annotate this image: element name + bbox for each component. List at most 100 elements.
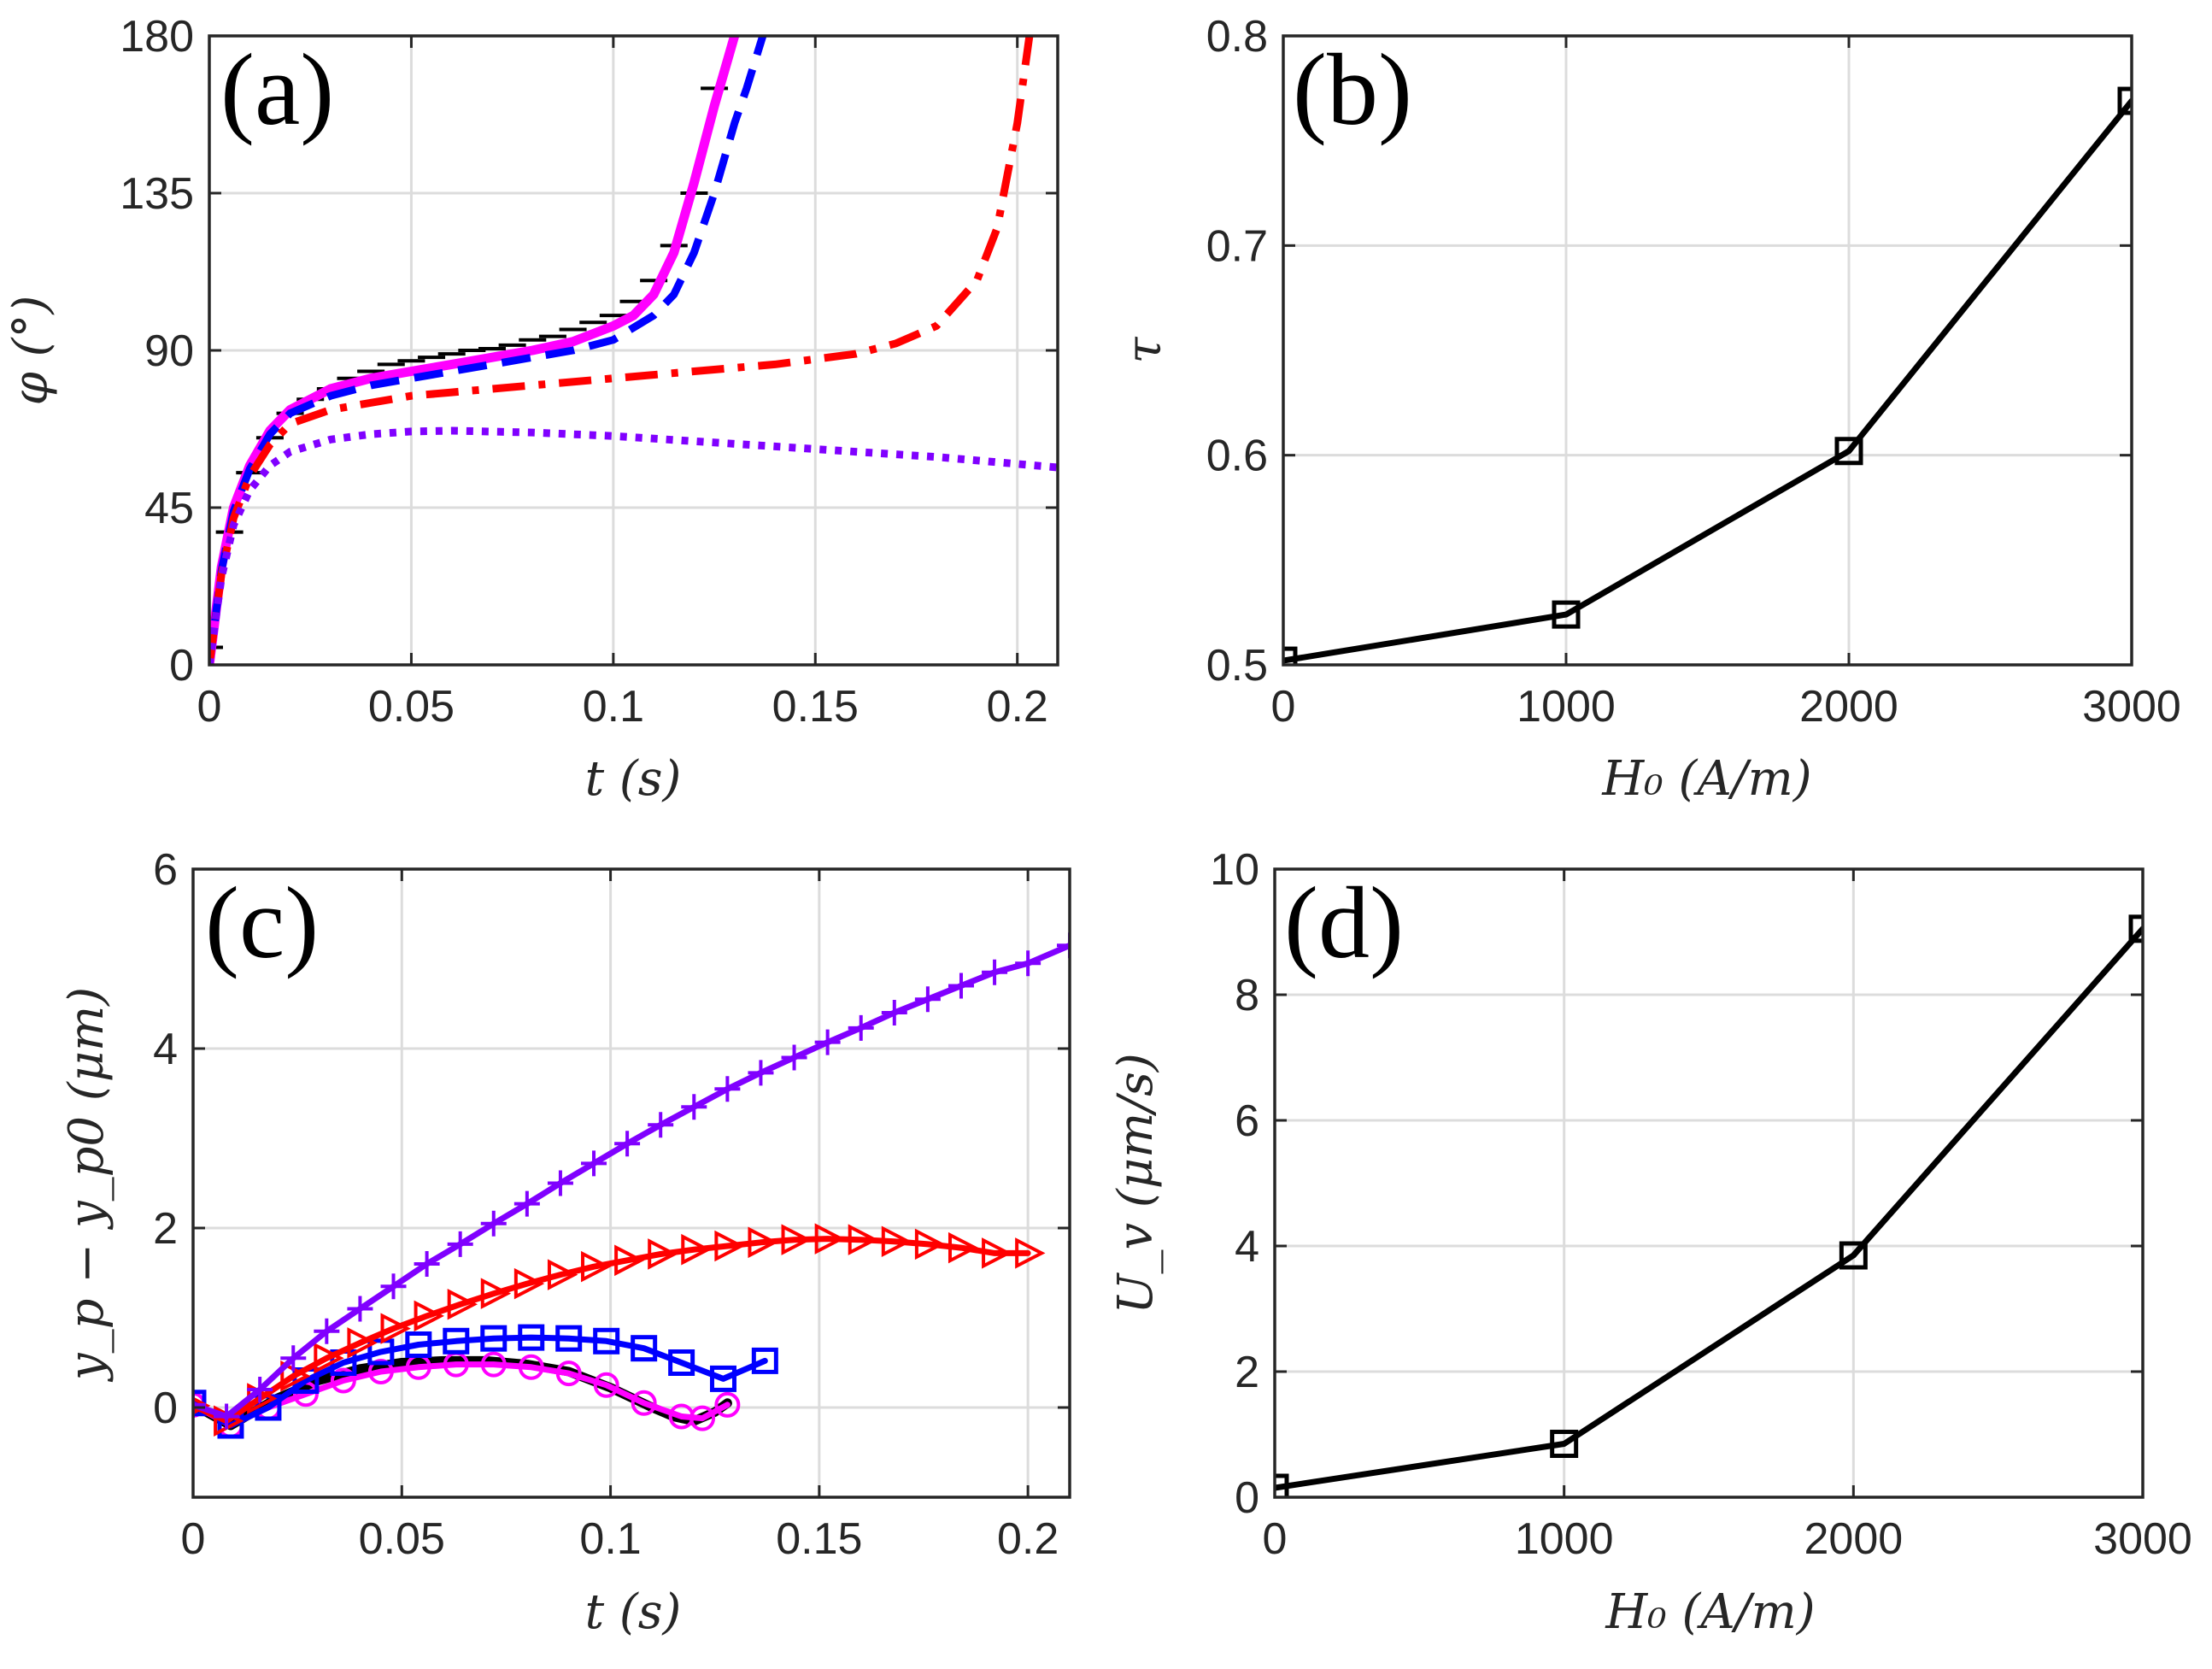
x-tick-label: 0.05 bbox=[359, 1514, 445, 1564]
data-point bbox=[1057, 932, 1070, 959]
plot-area bbox=[1275, 914, 2143, 1497]
data-point bbox=[405, 1331, 432, 1358]
y-tick-label: 45 bbox=[144, 484, 194, 533]
data-point bbox=[814, 1029, 841, 1055]
plot-area bbox=[1283, 86, 2132, 665]
data-point bbox=[1015, 950, 1041, 977]
x-tick-label: 0.2 bbox=[987, 682, 1048, 732]
series-solid bbox=[209, 36, 740, 665]
data-point bbox=[714, 1391, 741, 1418]
x-axis-label: t (s) bbox=[585, 1584, 682, 1640]
plot-area bbox=[209, 36, 1058, 665]
data-point bbox=[518, 1324, 545, 1351]
data-point bbox=[881, 1000, 907, 1025]
series-purple-plus bbox=[193, 932, 1070, 1430]
series-dotted bbox=[209, 426, 1058, 665]
y-axis-label: U_v (μm/s) bbox=[1108, 1053, 1164, 1313]
y-axis-label: y_p − y_p0 (μm) bbox=[59, 987, 114, 1383]
data-point bbox=[480, 1325, 508, 1352]
series-line bbox=[193, 1334, 768, 1429]
data-point bbox=[1015, 1237, 1046, 1269]
data-point bbox=[480, 1278, 512, 1309]
series-line bbox=[209, 36, 1034, 665]
data-point bbox=[193, 1391, 206, 1418]
data-point bbox=[781, 1044, 807, 1071]
y-tick-label: 0 bbox=[1235, 1473, 1259, 1523]
y-tick-label: 6 bbox=[1235, 1096, 1259, 1146]
series-line bbox=[209, 36, 740, 665]
panel-b: 0 1000 2000 3000 0.5 0.6 0.7 0.8 (b) H₀ (A/m) τ bbox=[1117, 12, 2181, 807]
panel-label: (d) bbox=[1284, 866, 1404, 979]
series-tau bbox=[1283, 86, 2132, 665]
x-tick-label: 2000 bbox=[1804, 1514, 1903, 1564]
data-point bbox=[689, 1405, 716, 1431]
data-point bbox=[948, 973, 974, 999]
series-line bbox=[1283, 97, 2132, 664]
series-line bbox=[1275, 926, 2143, 1491]
y-tick-label: 135 bbox=[120, 169, 194, 219]
x-tick-label: 0.2 bbox=[997, 1514, 1059, 1564]
data-point bbox=[881, 1225, 912, 1258]
data-point bbox=[948, 1231, 979, 1264]
y-tick-label: 8 bbox=[1235, 971, 1259, 1020]
data-point bbox=[751, 1347, 778, 1374]
data-point bbox=[581, 1150, 607, 1177]
data-point bbox=[714, 1230, 745, 1262]
panel-label: (c) bbox=[205, 866, 319, 979]
data-point bbox=[214, 1403, 240, 1430]
data-point bbox=[280, 1345, 307, 1372]
panel-c: 0 0.05 0.1 0.15 0.2 0 2 4 6 (c) t (s) y_p − y_p0 (μ… bbox=[59, 845, 1071, 1640]
y-tick-label: 0.6 bbox=[1206, 432, 1268, 481]
data-point bbox=[380, 1273, 407, 1300]
data-point bbox=[593, 1372, 619, 1398]
y-tick-label: 0.8 bbox=[1206, 12, 1268, 62]
data-point bbox=[848, 1224, 879, 1255]
data-point bbox=[648, 1112, 674, 1138]
x-tick-label: 3000 bbox=[2093, 1514, 2192, 1564]
y-tick-label: 90 bbox=[144, 326, 194, 376]
data-point bbox=[330, 1367, 356, 1394]
data-point bbox=[982, 1237, 1012, 1269]
data-point bbox=[414, 1300, 444, 1332]
x-tick-label: 0.1 bbox=[583, 682, 644, 732]
data-point bbox=[2117, 86, 2132, 115]
data-point bbox=[347, 1327, 378, 1359]
data-point bbox=[314, 1318, 340, 1344]
data-point bbox=[518, 1354, 544, 1380]
data-point bbox=[681, 1094, 707, 1120]
data-point bbox=[814, 1223, 845, 1255]
data-point bbox=[1834, 437, 1863, 466]
data-point bbox=[914, 986, 941, 1013]
data-point bbox=[547, 1259, 578, 1290]
data-point bbox=[648, 1238, 678, 1270]
data-point bbox=[848, 1014, 874, 1041]
data-point bbox=[748, 1226, 778, 1259]
x-tick-label: 3000 bbox=[2082, 682, 2181, 732]
plot-area bbox=[193, 932, 1070, 1439]
panel-label: (b) bbox=[1293, 32, 1412, 146]
x-tick-label: 0 bbox=[181, 1514, 206, 1564]
y-tick-label: 4 bbox=[1235, 1222, 1259, 1272]
data-point bbox=[380, 1313, 411, 1344]
y-tick-label: 6 bbox=[153, 845, 178, 895]
data-point bbox=[347, 1296, 373, 1322]
data-point bbox=[781, 1224, 812, 1255]
data-point bbox=[555, 1360, 582, 1387]
y-axis-label: φ (°) bbox=[3, 296, 59, 406]
data-point bbox=[447, 1288, 478, 1320]
data-point bbox=[709, 1365, 736, 1392]
data-point bbox=[480, 1210, 507, 1237]
data-point bbox=[547, 1170, 573, 1196]
y-tick-label: 0.5 bbox=[1206, 641, 1268, 691]
y-tick-label: 0 bbox=[169, 641, 194, 691]
y-tick-label: 4 bbox=[153, 1025, 178, 1074]
data-point bbox=[1283, 646, 1298, 665]
data-point bbox=[1275, 1473, 1289, 1497]
x-tick-label: 0.05 bbox=[368, 682, 455, 732]
x-tick-label: 0.1 bbox=[579, 1514, 641, 1564]
y-tick-label: 180 bbox=[120, 12, 194, 62]
x-tick-label: 0.15 bbox=[772, 682, 859, 732]
data-point bbox=[447, 1231, 473, 1257]
data-point bbox=[513, 1190, 540, 1217]
